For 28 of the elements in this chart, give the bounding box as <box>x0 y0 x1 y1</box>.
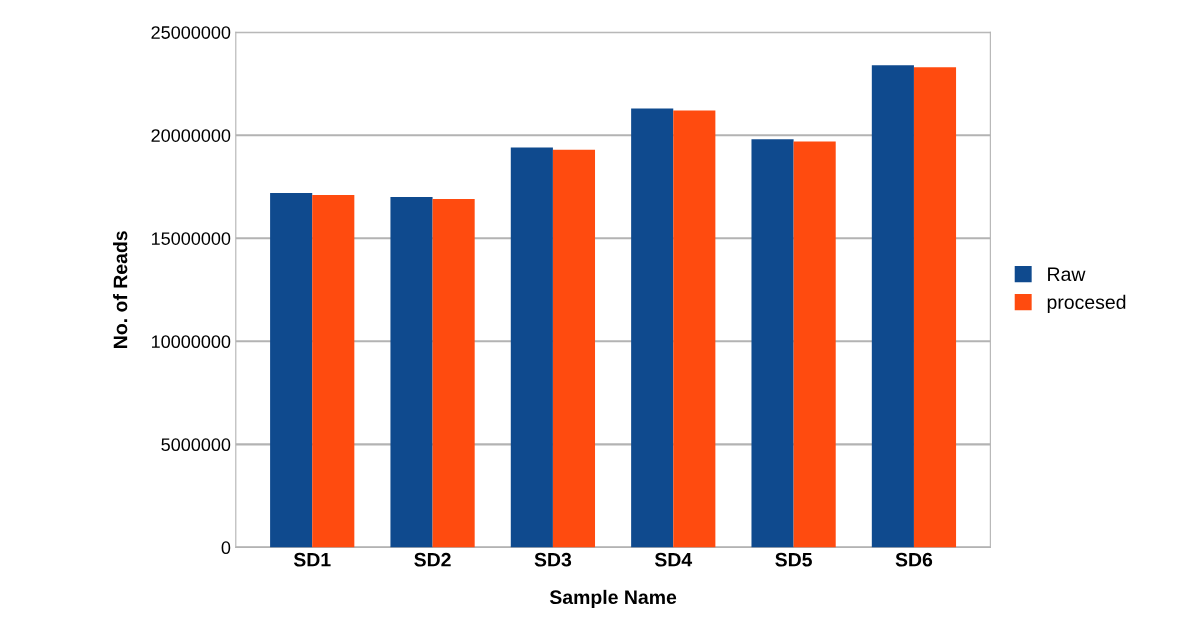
y-tick-label: 25000000 <box>151 26 231 39</box>
x-axis-title: Sample Name <box>549 589 677 608</box>
y-tick-label: 10000000 <box>151 335 231 349</box>
x-tick-label: SD3 <box>534 552 572 567</box>
legend-label: procesed <box>1047 294 1126 313</box>
x-tick-label: SD4 <box>654 552 693 567</box>
x-tick-label: SD5 <box>775 552 812 567</box>
bar <box>552 149 596 548</box>
y-tick-label: 20000000 <box>151 129 231 142</box>
bar <box>793 141 836 548</box>
x-tick-label: SD6 <box>895 552 933 567</box>
x-tick-label: SD2 <box>414 552 451 567</box>
bar <box>432 199 475 548</box>
bar <box>673 110 716 548</box>
x-tick-label: SD1 <box>293 552 331 567</box>
y-tick-label: 5000000 <box>161 438 231 452</box>
legend-label: Raw <box>1048 267 1086 282</box>
bar <box>913 67 957 548</box>
bar <box>751 139 794 548</box>
bar <box>631 108 674 548</box>
y-axis-title: No. of Reads <box>113 231 128 348</box>
bar <box>390 197 433 548</box>
bar <box>871 65 914 548</box>
y-tick-label: 15000000 <box>151 232 231 245</box>
bar <box>270 192 313 548</box>
bar <box>510 147 553 548</box>
bar <box>312 195 355 548</box>
y-tick-label: 0 <box>221 541 231 555</box>
